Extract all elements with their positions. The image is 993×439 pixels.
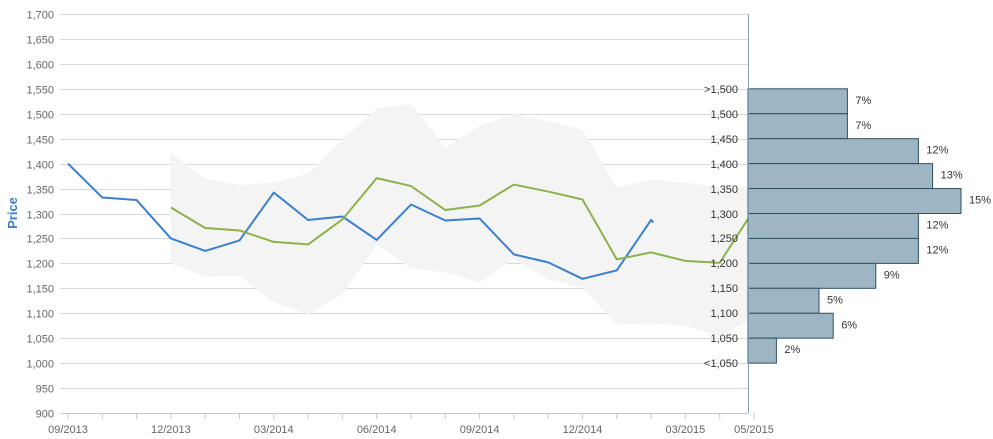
distribution-histogram: 7% >1,500 7% 1,500 12% 1,450 13% 1,400 15% 1,350 1… [704,84,991,370]
y-tick-label: 1,600 [26,60,54,72]
histogram-bin-label: 1,150 [710,283,738,295]
histogram-bin-label: 1,100 [710,308,738,320]
histogram-value-label: 15% [969,195,991,207]
histogram-value-label: 5% [827,294,843,306]
histogram-value-label: 7% [855,95,871,107]
axes: 900 950 1,000 1,050 1,100 1,150 1,200 1,250 1,30… [26,10,773,437]
series-lines [67,162,755,280]
histogram-bar [747,113,848,140]
x-tick-label: 12/2014 [563,424,603,436]
histogram-bar [747,287,820,314]
histogram-value-label: 12% [926,220,948,232]
y-tick-label: 1,700 [26,10,54,22]
y-tick-label: 1,650 [26,35,54,47]
x-tick-label: 03/2015 [666,424,706,436]
histogram-bin-label: 1,200 [710,258,738,270]
y-tick-label: 1,250 [26,234,54,246]
histogram-bin-label: 1,500 [710,109,738,121]
histogram-bar [747,312,834,339]
histogram-bin-label: 1,350 [710,184,738,196]
histogram-bin-label: <1,050 [704,358,738,370]
histogram-bin-label: 1,450 [710,134,738,146]
histogram-bar [747,88,848,115]
histogram-bin-label: >1,500 [704,84,738,96]
series-line-2 [170,177,755,264]
histogram-bar [747,337,777,364]
x-tick-label: 09/2013 [48,424,88,436]
histogram-bin-label: 1,300 [710,209,738,221]
histogram-value-label: 9% [884,269,900,281]
y-tick-label: 950 [36,384,54,396]
x-tick-label: 12/2013 [151,424,191,436]
histogram-bar [747,188,962,214]
y-tick-label: 1,500 [26,110,54,122]
y-tick-label: 1,300 [26,210,54,222]
x-tick-label: 03/2014 [254,424,294,436]
y-tick-label: 1,000 [26,359,54,371]
x-tick-label: 05/2015 [734,424,774,436]
histogram-bin-label: 1,050 [710,333,738,345]
x-tick-label: 09/2014 [460,424,500,436]
x-tick-label: 06/2014 [357,424,397,436]
histogram-bar [747,163,934,190]
histogram-bar [747,138,919,165]
histogram-value-label: 7% [855,120,871,132]
y-tick-label: 1,200 [26,259,54,271]
histogram-value-label: 6% [841,319,857,331]
y-tick-label: 1,450 [26,135,54,147]
histogram-bar [747,262,877,289]
histogram-value-label: 12% [926,145,948,157]
y-axis-label: Price [5,197,20,229]
y-tick-label: 1,350 [26,185,54,197]
y-tick-label: 1,150 [26,284,54,296]
histogram-bin-label: 1,400 [710,159,738,171]
series-line-1 [67,162,655,280]
y-tick-label: 1,550 [26,85,54,97]
histogram-bar [747,237,919,264]
histogram-bin-label: 1,250 [710,233,738,245]
histogram-value-label: 13% [941,170,963,182]
histogram-value-label: 2% [784,344,800,356]
histogram-bar [747,213,919,239]
y-tick-label: 1,100 [26,309,54,321]
y-tick-label: 1,400 [26,160,54,172]
y-tick-label: 900 [36,409,54,421]
y-tick-label: 1,050 [26,334,54,346]
histogram-value-label: 12% [926,244,948,256]
